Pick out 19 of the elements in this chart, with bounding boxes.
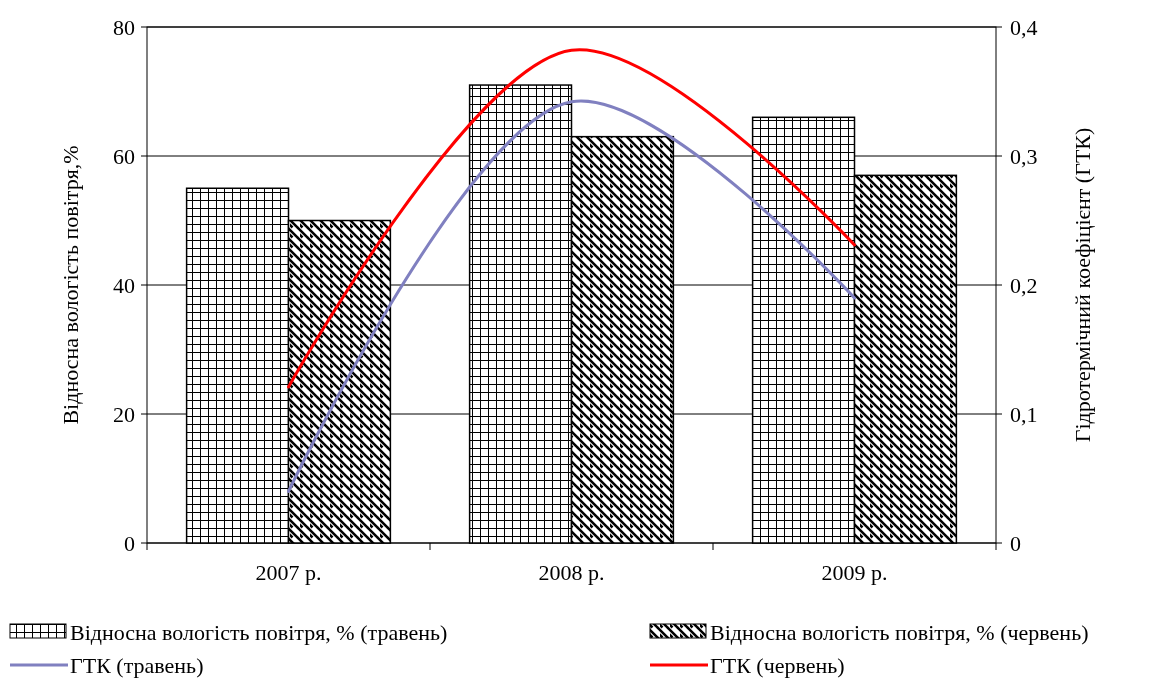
y-tick-label: 80: [113, 14, 135, 40]
y2-tick-label: 0: [1010, 530, 1021, 556]
y-axis-title: Відносна вологість повітря,%: [58, 145, 83, 425]
legend-label: ГТК (травень): [70, 652, 204, 678]
legend-label: ГТК (червень): [710, 652, 845, 678]
y2-tick-label: 0,3: [1010, 143, 1038, 169]
y2-tick-label: 0,2: [1010, 272, 1038, 298]
y-tick-label: 20: [113, 401, 135, 427]
y2-tick-label: 0,1: [1010, 401, 1038, 427]
y-tick-label: 60: [113, 143, 135, 169]
x-tick-label: 2007 р.: [255, 560, 322, 585]
y2-tick-label: 0,4: [1010, 14, 1038, 40]
y-tick-label: 0: [124, 530, 135, 556]
x-tick-label: 2008 р.: [538, 560, 605, 585]
legend-label: Відносна вологість повітря, % (червень): [710, 619, 1089, 645]
y2-axis-title: Гідротермічний коефіцієнт (ГТК): [1070, 127, 1095, 443]
legend-label: Відносна вологість повітря, % (травень): [70, 619, 448, 645]
x-tick-label: 2009 р.: [821, 560, 888, 585]
y-tick-label: 40: [113, 272, 135, 298]
